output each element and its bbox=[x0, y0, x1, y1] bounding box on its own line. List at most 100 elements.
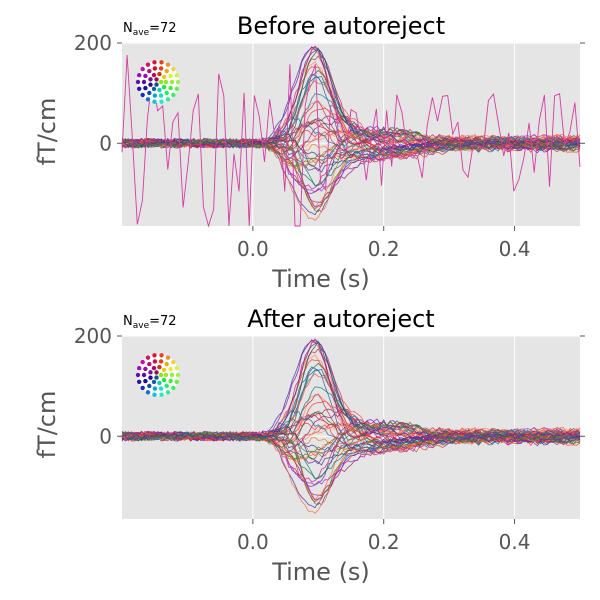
chart-title: After autoreject bbox=[247, 305, 434, 333]
channel-trace bbox=[121, 340, 581, 449]
sensor-dot bbox=[159, 60, 164, 65]
sensor-dot bbox=[164, 90, 169, 96]
sensor-dot bbox=[143, 85, 148, 91]
sensor-dot bbox=[161, 377, 167, 383]
sensor-dot bbox=[154, 77, 159, 82]
sensor-dot bbox=[141, 79, 147, 85]
sensor-layout-legend bbox=[135, 353, 181, 397]
x-tick-label: 0.0 bbox=[237, 530, 269, 554]
sensor-dot bbox=[174, 86, 179, 92]
sensor-dot bbox=[165, 97, 171, 102]
channel-trace bbox=[121, 420, 581, 462]
sensor-dot bbox=[158, 66, 164, 71]
sensor-dot bbox=[135, 372, 141, 378]
sensor-dot bbox=[159, 353, 164, 358]
sensor-dot bbox=[147, 361, 152, 367]
sensor-dot bbox=[169, 79, 175, 85]
sensor-dot bbox=[154, 82, 159, 87]
sensor-dot bbox=[165, 390, 171, 395]
channel-trace bbox=[121, 359, 581, 442]
sensor-dot bbox=[165, 62, 171, 67]
sensor-dot bbox=[168, 85, 173, 91]
x-axis-label: Time (s) bbox=[271, 558, 370, 586]
sensor-dot bbox=[154, 375, 159, 380]
sensor-dot bbox=[148, 82, 153, 87]
sensor-dot bbox=[148, 375, 153, 380]
sensor-dot bbox=[174, 379, 179, 384]
sensor-dot bbox=[147, 90, 152, 96]
y-tick-label: 0 bbox=[99, 424, 112, 448]
sensor-dot bbox=[145, 97, 151, 102]
sensor-dot bbox=[152, 99, 157, 104]
sensor-dot bbox=[152, 60, 157, 65]
sensor-dot bbox=[163, 79, 169, 85]
sensor-dot bbox=[159, 392, 164, 397]
sensor-dot bbox=[158, 79, 164, 85]
y-tick-label: 200 bbox=[74, 31, 112, 55]
sensor-dot bbox=[137, 73, 142, 78]
x-tick-label: 0.2 bbox=[368, 530, 400, 554]
sensor-dot bbox=[151, 379, 157, 385]
sensor-dot bbox=[161, 84, 167, 90]
sensor-dot bbox=[164, 361, 169, 367]
sensor-dot bbox=[174, 366, 179, 371]
sensor-dot bbox=[143, 73, 148, 79]
sensor-dot bbox=[145, 62, 151, 67]
chart-title: Before autoreject bbox=[237, 12, 445, 40]
sensor-dot bbox=[151, 365, 157, 371]
sensor-dot bbox=[147, 383, 152, 389]
sensor-dot bbox=[145, 390, 151, 395]
sensor-dot bbox=[171, 385, 176, 391]
ticks: 0.0 0.2 0.4 0 200 bbox=[74, 31, 585, 261]
sensor-dot bbox=[148, 370, 153, 375]
x-axis-label: Time (s) bbox=[271, 265, 370, 293]
x-tick-label: 0.0 bbox=[237, 237, 269, 261]
sensor-dot bbox=[157, 87, 162, 93]
x-tick-label: 0.4 bbox=[499, 530, 531, 554]
sensor-dot bbox=[158, 93, 164, 98]
sensor-dot bbox=[157, 71, 162, 77]
sensor-dot bbox=[164, 68, 169, 74]
sensor-dot bbox=[152, 66, 158, 71]
sensor-dot bbox=[175, 79, 181, 85]
sensor-dot bbox=[157, 364, 162, 370]
sensor-dot bbox=[137, 379, 142, 384]
y-tick-label: 0 bbox=[99, 131, 112, 155]
sensor-dot bbox=[154, 370, 159, 375]
x-tick-label: 0.4 bbox=[499, 237, 531, 261]
noisy-channel-trace bbox=[121, 54, 581, 228]
sensor-dot bbox=[152, 392, 157, 397]
sensor-dot bbox=[137, 86, 142, 92]
sensor-dot bbox=[164, 383, 169, 389]
sensor-dot bbox=[158, 386, 164, 391]
sensor-dot bbox=[174, 73, 179, 78]
sensor-dot bbox=[158, 359, 164, 364]
sensor-dot bbox=[145, 355, 151, 360]
sensor-dot bbox=[143, 378, 148, 384]
sensor-dot bbox=[168, 366, 173, 372]
ticks: 0.0 0.2 0.4 0 200 bbox=[74, 324, 585, 554]
sensor-dot bbox=[137, 366, 142, 371]
sensor-dot bbox=[140, 359, 145, 365]
sensor-dot bbox=[175, 372, 181, 378]
channel-trace bbox=[121, 127, 581, 169]
sensor-dot bbox=[141, 372, 147, 378]
sensor-dot bbox=[151, 86, 157, 92]
sensor-dot bbox=[135, 79, 141, 85]
sensor-dot bbox=[168, 73, 173, 79]
sensor-dot bbox=[152, 359, 158, 364]
sensor-dot bbox=[171, 92, 176, 98]
y-axis-label: fT/cm bbox=[33, 391, 61, 459]
sensor-dot bbox=[151, 72, 157, 78]
sensor-dot bbox=[157, 380, 162, 386]
sensor-dot bbox=[168, 378, 173, 384]
traces bbox=[121, 45, 581, 228]
sensor-dot bbox=[140, 92, 145, 98]
y-axis-label: fT/cm bbox=[33, 98, 61, 166]
y-tick-label: 200 bbox=[74, 324, 112, 348]
channel-trace bbox=[121, 66, 581, 149]
x-tick-label: 0.2 bbox=[368, 237, 400, 261]
sensor-dot bbox=[171, 359, 176, 365]
sensor-dot bbox=[163, 372, 169, 378]
